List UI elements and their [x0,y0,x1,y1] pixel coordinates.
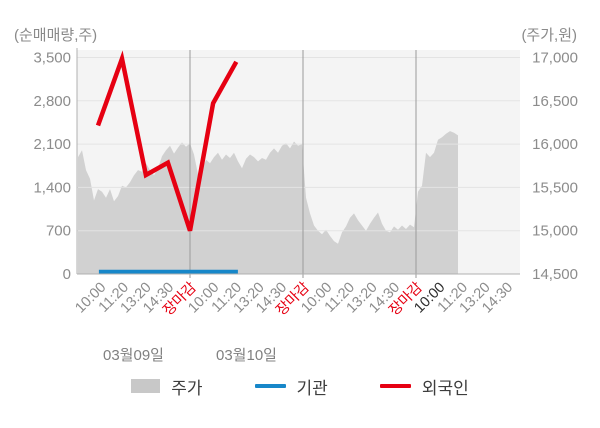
right-tick-label: 17,000 [532,50,578,67]
right-tick-label: 15,500 [532,179,578,196]
legend-label-institution: 기관 [296,378,328,398]
right-axis-unit-label: (주가,원) [521,27,577,44]
legend-item-price: 주가 [131,374,203,399]
left-tick-label: 2,100 [33,136,71,153]
right-tick-label: 16,500 [532,93,578,110]
left-tick-label: 3,500 [33,50,71,67]
date-label: 03월10일 [216,347,277,364]
left-tick-label: 0 [63,266,71,283]
foreigner-line [95,50,239,232]
date-label: 03월09일 [103,347,164,364]
institution-swatch [254,384,286,388]
legend-label-price: 주가 [171,378,203,398]
chart-canvas: 10:0011:2013:2014:30장마감10:0011:2013:2014… [33,48,578,364]
right-tick-label: 14,500 [532,266,578,283]
left-tick-label: 700 [46,223,71,240]
left-axis-unit-label: (순매매량,주) [14,27,98,44]
legend-label-foreigner: 외국인 [421,378,469,398]
right-tick-label: 16,000 [532,136,578,153]
right-tick-label: 15,000 [532,223,578,240]
left-tick-label: 1,400 [33,179,71,196]
legend-item-institution: 기관 [254,374,328,399]
left-tick-label: 2,800 [33,93,71,110]
legend: 주가 기관 외국인 [0,371,600,401]
legend-item-foreigner: 외국인 [379,374,469,399]
foreigner-swatch [379,384,411,388]
price-swatch [131,379,161,393]
price-area [78,131,458,274]
